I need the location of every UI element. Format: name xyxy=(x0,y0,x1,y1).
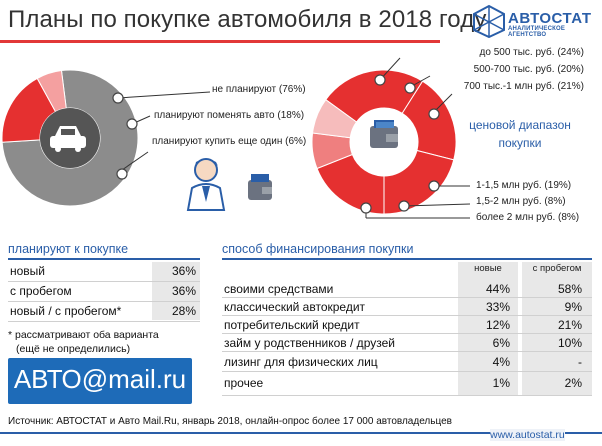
right-leader-lines xyxy=(365,57,471,219)
left-leader-dots xyxy=(112,92,138,180)
logo-name: АВТОСТАТ xyxy=(508,10,592,27)
left-label-not-planning: не планируют (76%) xyxy=(212,84,306,95)
finance-row-used: 58% xyxy=(557,282,582,296)
price-range-caption: ценовой диапазон покупки xyxy=(469,118,571,150)
finance-new-column xyxy=(458,262,518,396)
finance-row-label: своими средствами xyxy=(224,282,334,296)
finance-used-column xyxy=(522,262,592,396)
finance-row-new: 4% xyxy=(492,355,510,369)
left-label-add: планируют купить еще один (6%) xyxy=(152,136,307,147)
plan-row-label: с пробегом xyxy=(10,284,72,298)
finance-row-label: классический автокредит xyxy=(224,300,366,314)
page-title: Планы по покупке автомобиля в 2018 году xyxy=(8,6,487,33)
plan-table-heading: планируют к покупке xyxy=(8,242,129,256)
plan-row-label: новый xyxy=(10,264,46,278)
right-label-r5: 1,5-2 млн руб. (8%) xyxy=(476,196,566,207)
row-divider xyxy=(222,371,592,372)
row-divider xyxy=(8,321,200,322)
finance-row-label: займ у родственников / друзей xyxy=(224,336,395,350)
finance-row-used: 21% xyxy=(557,318,582,332)
footer-rule xyxy=(0,432,602,434)
left-label-replace: планируют поменять авто (18%) xyxy=(154,110,305,121)
row-divider xyxy=(222,297,592,298)
person-icon xyxy=(186,158,226,211)
finance-row-used: 9% xyxy=(564,300,582,314)
row-divider xyxy=(222,333,592,334)
wallet-small-icon xyxy=(248,174,272,200)
row-divider xyxy=(8,301,200,302)
site-link[interactable]: www.autostat.ru xyxy=(490,429,565,441)
finance-row-new: 6% xyxy=(492,336,510,350)
logo-subtitle: АНАЛИТИЧЕСКОЕ АГЕНТСТВО xyxy=(508,26,566,38)
row-divider xyxy=(8,281,200,282)
finance-row-used: 10% xyxy=(557,336,582,350)
row-divider xyxy=(222,351,592,352)
finance-row-new: 12% xyxy=(485,318,510,332)
finance-row-used: 2% xyxy=(564,376,582,390)
right-label-r4: 1-1,5 млн руб. (19%) xyxy=(476,180,572,191)
right-donut-chart xyxy=(311,69,457,215)
right-leader-dots xyxy=(360,74,440,214)
finance-row-new: 33% xyxy=(485,300,510,314)
finance-row-label: прочее xyxy=(224,376,264,390)
wallet-icon xyxy=(370,120,398,148)
right-label-r3: 700 тыс.-1 млн руб. (21%) xyxy=(463,81,584,92)
car-icon xyxy=(50,126,86,152)
right-label-r2: 500-700 тыс. руб. (20%) xyxy=(473,64,584,75)
plan-note: * рассматривают оба варианта (ещё не опр… xyxy=(8,328,159,356)
finance-table-heading: способ финансирования покупки xyxy=(222,242,414,256)
finance-row-label: лизинг для физических лиц xyxy=(224,355,378,369)
source-footer: Источник: АВТОСТАТ и Авто Mail.Ru, январ… xyxy=(8,416,452,427)
plan-heading-rule xyxy=(8,258,200,260)
plan-row-value: 28% xyxy=(171,304,196,318)
finance-row-label: потребительский кредит xyxy=(224,318,360,332)
plan-note-line2: (ещё не определились) xyxy=(16,343,131,355)
auto-mail-ru-logo xyxy=(8,358,192,404)
finance-row-new: 1% xyxy=(492,376,510,390)
finance-row-used: - xyxy=(578,355,582,369)
plan-value-column xyxy=(152,262,200,320)
plan-row-value: 36% xyxy=(171,264,196,278)
title-rule xyxy=(0,40,440,43)
autostat-logo-icon xyxy=(473,4,505,38)
row-divider xyxy=(222,315,592,316)
auto-mail-ru-logo-text: АВТО@mail.ru xyxy=(13,364,187,394)
plan-note-line1: * рассматривают оба варианта xyxy=(8,329,159,341)
plan-row-label: новый / с пробегом* xyxy=(10,304,122,318)
finance-col-new: новые xyxy=(474,263,502,274)
finance-heading-rule xyxy=(222,258,592,260)
right-label-r1: до 500 тыс. руб. (24%) xyxy=(479,47,584,58)
finance-row-new: 44% xyxy=(485,282,510,296)
right-label-r6: более 2 млн руб. (8%) xyxy=(476,212,580,223)
row-divider xyxy=(222,395,592,396)
finance-col-used: с пробегом xyxy=(532,263,582,274)
charts-layer xyxy=(1,57,471,219)
plan-row-value: 36% xyxy=(171,284,196,298)
